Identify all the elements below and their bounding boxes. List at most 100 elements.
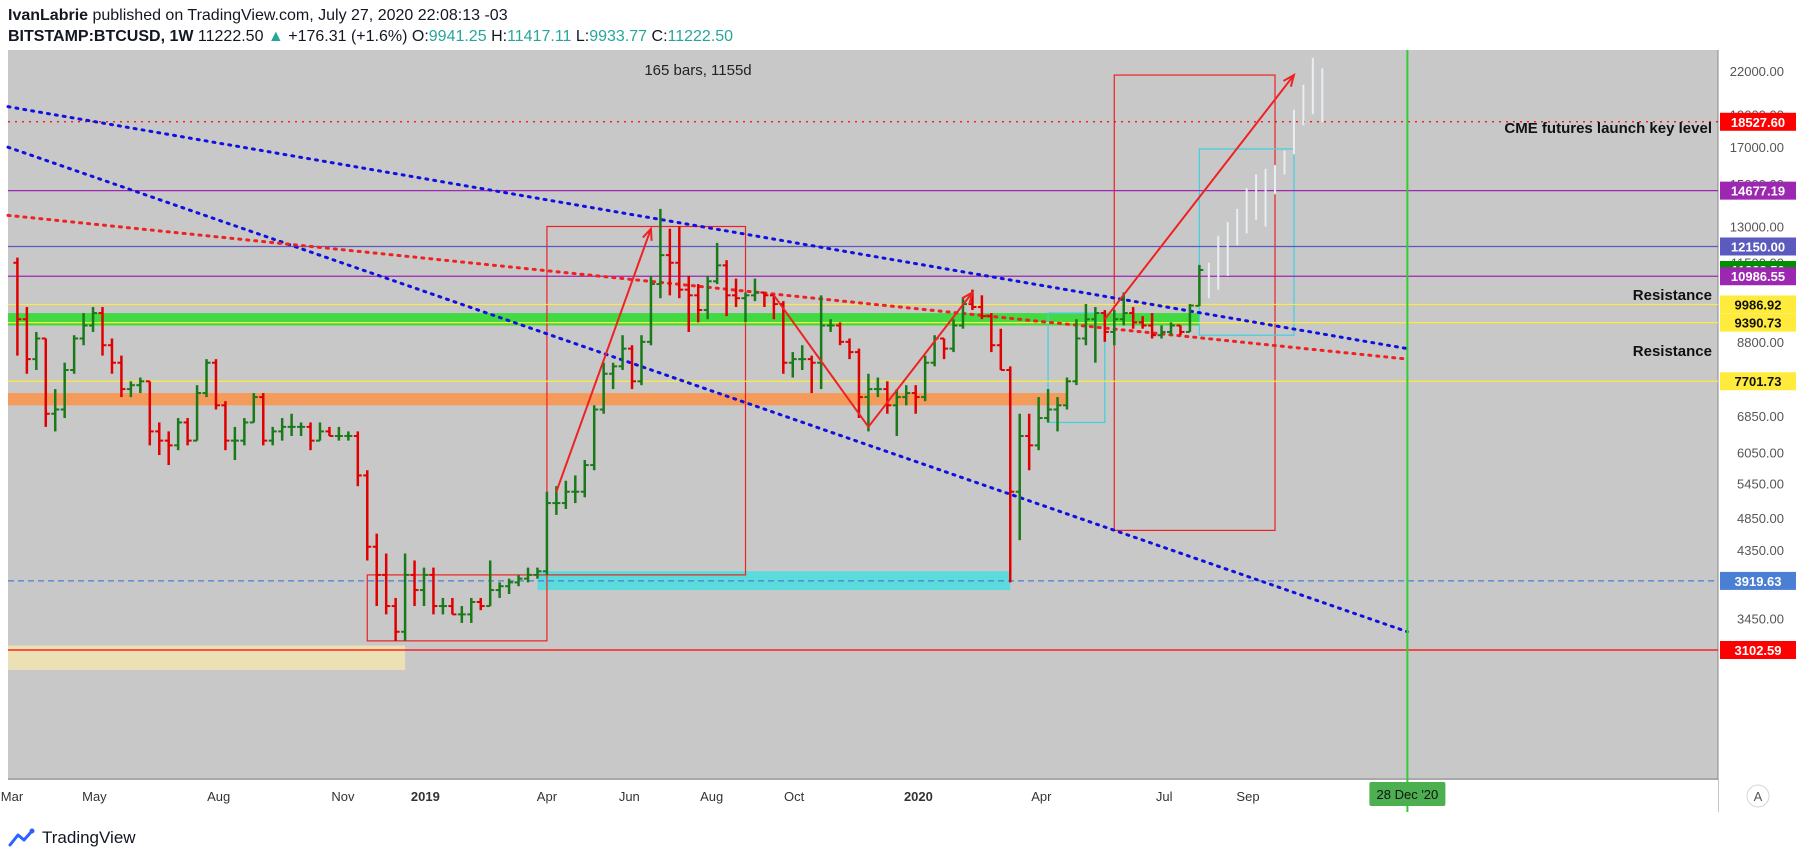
ohlc-bar-115 bbox=[1100, 310, 1109, 342]
price-chart[interactable]: 165 bars, 1155d CME futures launch key l… bbox=[0, 0, 1805, 820]
price-label-bg bbox=[1720, 641, 1796, 659]
ohlc-bar-93 bbox=[892, 389, 901, 436]
ohlc-bar-45 bbox=[438, 597, 447, 615]
author-name[interactable]: IvanLabrie bbox=[8, 7, 89, 24]
ohlc-bar-49 bbox=[476, 597, 485, 611]
ohlc-bar-76 bbox=[732, 278, 741, 308]
ohlc-bar-20 bbox=[202, 359, 211, 398]
ohlc-bar-104 bbox=[996, 328, 1005, 372]
x-tick-label-2: Aug bbox=[207, 789, 230, 804]
y-tick-label-2: 17000.00 bbox=[1730, 140, 1784, 155]
price-label-text: 9986.92 bbox=[1735, 297, 1782, 312]
ohlc-bar-50 bbox=[486, 560, 495, 608]
ohlc-bar-32 bbox=[315, 422, 324, 442]
high-value: 11417.11 bbox=[507, 28, 572, 45]
x-tick-label-7: Aug bbox=[700, 789, 723, 804]
arrows-layer bbox=[555, 73, 1296, 493]
ohlc-bar-110 bbox=[1053, 397, 1062, 432]
date-badge-label: 28 Dec '20 bbox=[1377, 787, 1439, 802]
ohlc-bar-41 bbox=[401, 553, 410, 641]
ohlc-bar-2 bbox=[32, 331, 41, 371]
arrow-path-0 bbox=[555, 228, 652, 493]
ohlc-bar-107 bbox=[1025, 413, 1034, 471]
y-tick-label-9: 6850.00 bbox=[1737, 409, 1784, 424]
x-tick-label-4: 2019 bbox=[411, 789, 440, 804]
ohlc-bar-69 bbox=[665, 228, 674, 296]
ohlc-bar-18 bbox=[183, 418, 192, 446]
x-tick-label-12: Sep bbox=[1236, 789, 1259, 804]
ohlc-bar-33 bbox=[325, 426, 334, 437]
ohlc-bar-6 bbox=[70, 335, 79, 374]
annotation-box-3 bbox=[1198, 148, 1295, 336]
y-tick-label-11: 5450.00 bbox=[1737, 476, 1784, 491]
ohlc-bar-43 bbox=[420, 567, 428, 607]
x-tick-label-10: Apr bbox=[1031, 789, 1052, 804]
open-label: O: bbox=[411, 28, 429, 45]
price-label-text: 3102.59 bbox=[1735, 643, 1782, 658]
ohlc-bar-96 bbox=[921, 355, 930, 402]
ohlc-bar-38 bbox=[372, 533, 381, 607]
ohlc-bar-12 bbox=[126, 381, 135, 398]
ohlc-bar-65 bbox=[628, 345, 637, 390]
ohlc-bar-21 bbox=[211, 359, 220, 410]
low-label: L: bbox=[575, 28, 590, 45]
ohlc-bar-62 bbox=[599, 362, 608, 414]
price-label-1: 14677.19 bbox=[1720, 181, 1796, 200]
y-tick-label-13: 4350.00 bbox=[1737, 543, 1784, 558]
open-value: 9941.25 bbox=[428, 28, 487, 45]
ohlc-bar-14 bbox=[145, 380, 154, 446]
ohlc-bar-118 bbox=[1129, 307, 1138, 329]
price-label-bg bbox=[1720, 237, 1796, 256]
tradingview-brand[interactable]: TradingView bbox=[42, 828, 136, 847]
ohlc-bar-27 bbox=[268, 426, 277, 446]
ohlc-bar-42 bbox=[410, 560, 419, 607]
annotation-box-4 bbox=[1047, 312, 1106, 424]
ohlc-bar-84 bbox=[807, 355, 816, 394]
last-price: 11222.50 bbox=[197, 28, 264, 45]
auto-scale-button[interactable] bbox=[1746, 784, 1770, 808]
ohlc-bar-35 bbox=[344, 431, 353, 441]
ohlc-bar-122 bbox=[1167, 322, 1176, 336]
annotation-box-2 bbox=[1113, 74, 1276, 531]
price-label-5: 9986.92 bbox=[1720, 295, 1796, 314]
ohlc-bar-59 bbox=[571, 475, 580, 504]
symbol-label[interactable]: BITSTAMP:BTCUSD, 1W bbox=[8, 28, 194, 45]
y-tick-label-7: 8800.00 bbox=[1737, 335, 1784, 350]
price-label-text: 10986.55 bbox=[1731, 269, 1785, 284]
ohlc-bar-29 bbox=[287, 413, 296, 436]
ohlc-bar-102 bbox=[977, 295, 986, 320]
close-value: 11222.50 bbox=[667, 28, 734, 45]
ohlc-bar-105 bbox=[1006, 366, 1015, 583]
ohlc-bar-67 bbox=[646, 275, 655, 346]
price-label-text: 14677.19 bbox=[1731, 184, 1785, 199]
ohlc-bar-87 bbox=[836, 322, 845, 346]
arrow-path-2 bbox=[1104, 74, 1295, 320]
arrow-head-1 bbox=[961, 290, 975, 305]
price-label-bg bbox=[1720, 181, 1796, 200]
ohlc-bar-92 bbox=[883, 381, 892, 414]
zone-1 bbox=[8, 393, 1067, 406]
ohlc-bar-0 bbox=[13, 257, 22, 356]
ohlc-bar-23 bbox=[230, 426, 239, 461]
ohlc-bar-15 bbox=[155, 422, 164, 456]
chart-header: IvanLabrie published on TradingView.com,… bbox=[8, 6, 1798, 50]
annotation-resistance-upper: Resistance bbox=[1633, 287, 1712, 304]
price-label-9: 3102.59 bbox=[1720, 641, 1796, 659]
ohlc-bar-7 bbox=[79, 313, 88, 346]
low-value: 9933.77 bbox=[589, 28, 648, 45]
close-label: C: bbox=[651, 28, 668, 45]
price-axis-ticks: 22000.0019000.0017000.0015000.0013000.00… bbox=[1730, 64, 1784, 627]
ohlc-bar-82 bbox=[788, 352, 797, 378]
ohlc-bar-31 bbox=[306, 422, 315, 451]
ohlc-bar-94 bbox=[902, 385, 911, 406]
ohlc-bar-95 bbox=[911, 385, 920, 414]
ohlc-bar-74 bbox=[713, 242, 722, 285]
date-badge[interactable] bbox=[1369, 782, 1446, 806]
ohlc-bar-52 bbox=[505, 578, 514, 594]
y-tick-label-4: 13000.00 bbox=[1730, 220, 1784, 235]
ohlc-bar-10 bbox=[107, 338, 116, 374]
ohlc-bar-77 bbox=[741, 292, 750, 323]
price-label-text: 3919.63 bbox=[1735, 574, 1782, 589]
ohlc-bar-113 bbox=[1081, 304, 1090, 346]
trendline-0 bbox=[6, 105, 1409, 351]
